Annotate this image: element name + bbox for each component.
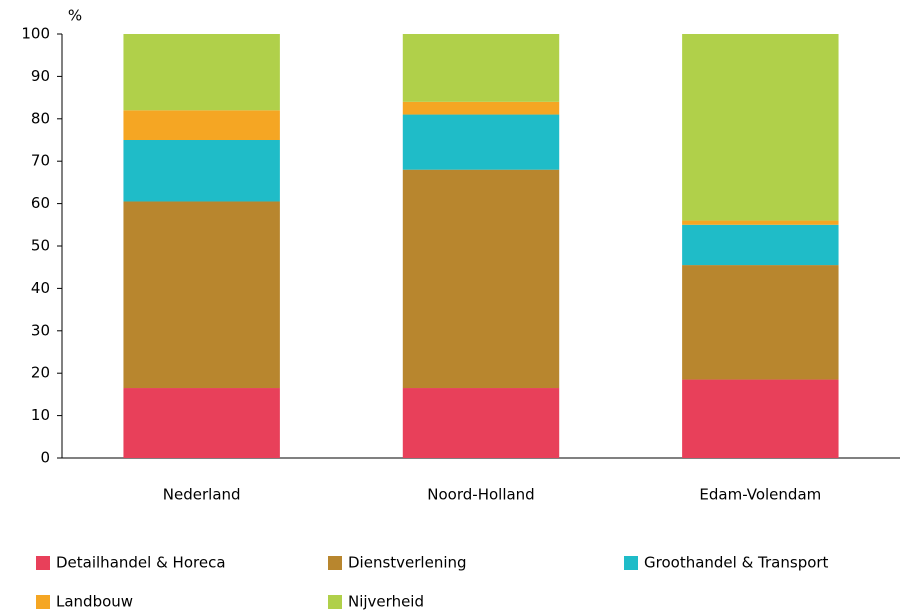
legend-label: Groothandel & Transport xyxy=(644,554,829,572)
bar-segment xyxy=(123,140,280,202)
y-tick-label: 30 xyxy=(31,321,50,339)
x-tick-label: Nederland xyxy=(163,486,241,504)
bar-segment xyxy=(682,224,839,266)
bar-segment xyxy=(123,110,280,140)
bar-segment xyxy=(402,169,560,389)
legend-label: Nijverheid xyxy=(348,593,424,611)
y-tick-label: 60 xyxy=(31,194,50,212)
y-tick-label: 10 xyxy=(31,406,50,424)
legend-swatch xyxy=(36,595,50,609)
y-tick-label: 90 xyxy=(31,67,50,85)
x-tick-label: Edam-Volendam xyxy=(699,486,821,504)
y-tick-label: 70 xyxy=(31,152,50,170)
bar-segment xyxy=(123,201,280,389)
bar-segment xyxy=(402,388,560,458)
bar-segment xyxy=(682,34,839,221)
bar-segment xyxy=(682,379,839,458)
y-tick-label: 40 xyxy=(31,279,50,297)
y-tick-label: 50 xyxy=(31,237,50,255)
bar-segment xyxy=(123,34,280,111)
legend-swatch xyxy=(328,556,342,570)
legend-label: Landbouw xyxy=(56,593,133,611)
legend-label: Dienstverlening xyxy=(348,554,467,572)
bar-segment xyxy=(682,220,839,225)
legend-label: Detailhandel & Horeca xyxy=(56,554,226,572)
legend-swatch xyxy=(36,556,50,570)
y-tick-label: 100 xyxy=(21,25,50,43)
y-tick-label: 80 xyxy=(31,109,50,127)
y-axis-label: % xyxy=(68,7,82,25)
bar-segment xyxy=(402,34,560,102)
legend-swatch xyxy=(624,556,638,570)
y-tick-label: 0 xyxy=(40,449,50,467)
y-tick-label: 20 xyxy=(31,364,50,382)
bar-segment xyxy=(682,265,839,380)
bar-segment xyxy=(402,101,560,115)
bar-segment xyxy=(123,388,280,458)
legend-swatch xyxy=(328,595,342,609)
x-tick-label: Noord-Holland xyxy=(427,486,534,504)
bar-segment xyxy=(402,114,560,170)
